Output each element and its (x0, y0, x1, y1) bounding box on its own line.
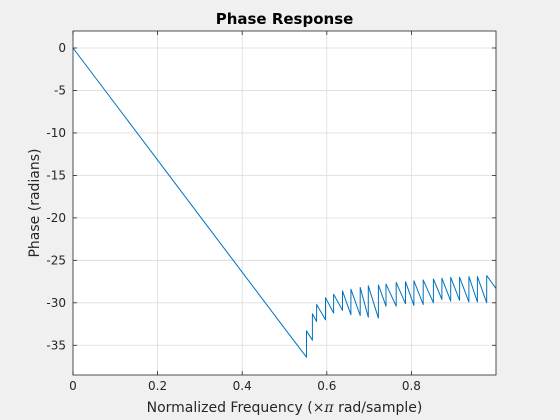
ticks (72, 31, 496, 375)
tick-labels: 0 0.2 0.4 0.6 0.8 0 -5 -10 -15 -20 -25 -30 -35 (46, 41, 421, 393)
x-axis-label-times: × (313, 400, 325, 416)
y-tick-label: -10 (46, 126, 66, 140)
x-tick-label: 0.6 (317, 379, 336, 393)
x-axis-label-suffix: rad/sample) (334, 400, 423, 416)
series-layer (72, 47, 497, 358)
phase-series-line (72, 47, 497, 358)
x-tick-label: 0.8 (402, 379, 421, 393)
y-tick-label: -5 (54, 83, 66, 97)
plot-area (73, 31, 496, 375)
grid (73, 31, 496, 375)
x-tick-label: 0.2 (148, 379, 167, 393)
x-tick-label: 0 (69, 379, 77, 393)
y-tick-label: -35 (46, 338, 66, 352)
x-axis-label-prefix: Normalized Frequency ( (147, 400, 313, 416)
y-tick-label: 0 (58, 41, 66, 55)
x-axis-label: Normalized Frequency (×π rad/sample) (147, 400, 423, 416)
axes-box (72, 30, 497, 376)
y-tick-label: -15 (46, 168, 66, 182)
x-tick-label: 0.4 (233, 379, 252, 393)
y-tick-label: -25 (46, 253, 66, 267)
y-axis-label: Phase (radians) (27, 148, 43, 257)
y-tick-label: -30 (46, 296, 66, 310)
x-axis-label-pi: π (323, 400, 334, 416)
chart-title: Phase Response (216, 10, 354, 28)
y-tick-label: -20 (46, 211, 66, 225)
